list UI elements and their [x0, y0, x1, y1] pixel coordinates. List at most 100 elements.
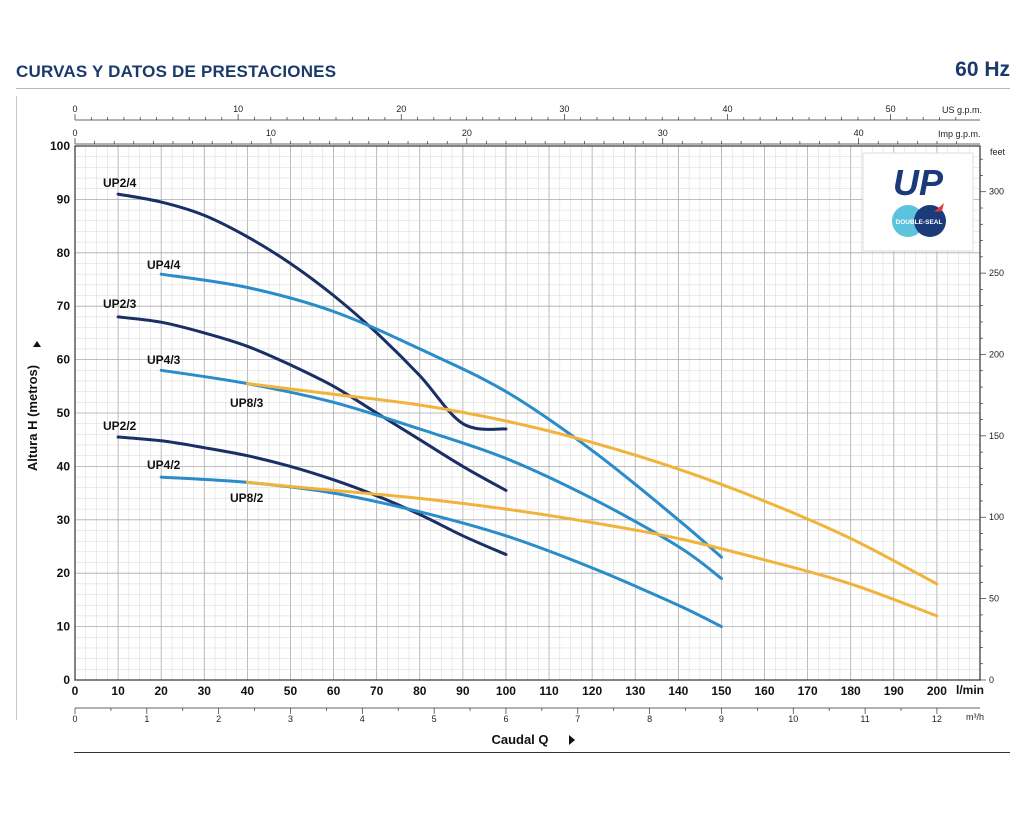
curve-label-up2-4: UP2/4 — [103, 176, 137, 190]
curve-up4-4 — [159, 272, 723, 559]
m3h-tick-label: 1 — [144, 714, 149, 724]
y-tick-label: 50 — [57, 406, 71, 420]
feet-tick-label: 150 — [989, 431, 1004, 441]
x-tick-label: 30 — [198, 684, 212, 698]
bottom-m3h-axis: 0 1 2 3 4 5 6 7 8 9 10 11 12 — [72, 707, 980, 724]
y-tick-label: 90 — [57, 192, 71, 206]
x-tick-label: 0 — [72, 684, 79, 698]
x-tick-label: 80 — [413, 684, 427, 698]
x-unit-label: l/min — [956, 683, 984, 697]
x-tick-label: 200 — [927, 684, 947, 698]
logo-panel — [862, 152, 974, 252]
curve-label-up8-3: UP8/3 — [230, 396, 264, 410]
x-tick-label: 50 — [284, 684, 298, 698]
x-tick-label: 180 — [841, 684, 861, 698]
right-feet-axis: 0 50 100 150 200 250 300 — [980, 158, 1004, 685]
logo-brand-text: UP — [893, 162, 944, 203]
m3h-tick-label: 8 — [647, 714, 652, 724]
m3h-tick-label: 4 — [360, 714, 365, 724]
usgpm-unit-label: US g.p.m. — [942, 105, 982, 115]
x-tick-label: 10 — [111, 684, 125, 698]
m3h-tick-label: 10 — [788, 714, 798, 724]
frequency-label: 60 Hz — [955, 58, 1010, 81]
x-axis-arrow-icon — [569, 735, 575, 745]
feet-tick-label: 200 — [989, 349, 1004, 359]
curve-up2-2 — [116, 435, 508, 556]
m3h-tick-label: 11 — [860, 714, 869, 724]
m3h-tick-label: 9 — [719, 714, 724, 724]
curve-up8-3 — [245, 382, 939, 586]
y-tick-label: 10 — [57, 620, 71, 634]
curve-up8-2 — [245, 480, 939, 618]
usgpm-tick-label: 50 — [886, 104, 896, 114]
impgpm-tick-label: 0 — [72, 128, 77, 138]
m3h-tick-label: 5 — [432, 714, 437, 724]
m3h-tick-label: 2 — [216, 714, 221, 724]
y-tick-label: 70 — [57, 299, 71, 313]
impgpm-tick-label: 20 — [462, 128, 472, 138]
chart-grid — [74, 145, 981, 681]
y-tick-label: 30 — [57, 513, 71, 527]
title-divider — [16, 88, 1010, 89]
x-tick-label: 130 — [625, 684, 645, 698]
m3h-tick-label: 6 — [503, 714, 508, 724]
x-tick-label: 170 — [798, 684, 818, 698]
x-tick-label: 70 — [370, 684, 384, 698]
x-tick-label: 110 — [539, 684, 559, 698]
x-tick-label: 150 — [711, 684, 731, 698]
usgpm-tick-label: 40 — [722, 104, 732, 114]
curve-label-up2-2: UP2/2 — [103, 419, 137, 433]
x-tick-label: 140 — [668, 684, 688, 698]
usgpm-tick-label: 30 — [559, 104, 569, 114]
curve-label-up2-3: UP2/3 — [103, 297, 137, 311]
logo-badge-text: DOUBLE-SEAL — [896, 219, 943, 226]
feet-tick-label: 0 — [989, 675, 994, 685]
x-tick-label: 120 — [582, 684, 602, 698]
m3h-tick-label: 7 — [575, 714, 580, 724]
y-tick-label: 60 — [57, 353, 71, 367]
m3h-unit-label: m³/h — [966, 712, 984, 722]
curve-label-up4-2: UP4/2 — [147, 458, 181, 472]
impgpm-tick-label: 40 — [854, 128, 864, 138]
feet-tick-label: 50 — [989, 594, 999, 604]
x-axis-label: Caudal Q — [491, 732, 548, 747]
x-tick-label: 60 — [327, 684, 341, 698]
x-tick-label: 160 — [755, 684, 775, 698]
m3h-tick-label: 3 — [288, 714, 293, 724]
curve-series: UP2/4 UP2/3 UP2/2 UP4/4 UP4/3 UP4/2 UP8/3 UP8/2 — [103, 176, 939, 629]
feet-tick-label: 100 — [989, 512, 1004, 522]
impgpm-tick-label: 10 — [266, 128, 276, 138]
x-tick-label: 90 — [456, 684, 470, 698]
impgpm-unit-label: Imp g.p.m. — [938, 129, 981, 139]
curve-up2-4 — [116, 192, 508, 431]
page-title: CURVAS Y DATOS DE PRESTACIONES — [16, 62, 337, 81]
x-tick-label: 40 — [241, 684, 255, 698]
left-divider — [16, 96, 17, 720]
axis-labels: Altura H (metros) Caudal Q l/min m³/h US… — [25, 105, 1006, 747]
m3h-tick-label: 12 — [932, 714, 942, 724]
curve-up2-3 — [116, 315, 508, 492]
curve-label-up4-4: UP4/4 — [147, 258, 181, 272]
top-secondary-axes: 0 10 20 30 40 50 0 10 20 30 40 — [72, 104, 980, 145]
curve-label-up4-3: UP4/3 — [147, 353, 181, 367]
y-tick-label: 100 — [50, 139, 70, 153]
y-axis-arrow-icon — [33, 341, 41, 347]
y-tick-label: 80 — [57, 246, 71, 260]
y-tick-label: 20 — [57, 566, 71, 580]
y-tick-label: 40 — [57, 459, 71, 473]
seal-arrow-icon — [934, 203, 944, 212]
y-axis-label: Altura H (metros) — [25, 365, 40, 471]
x-tick-label: 100 — [496, 684, 516, 698]
x-tick-label: 190 — [884, 684, 904, 698]
x-tick-label: 20 — [155, 684, 169, 698]
x-tick-labels: 0 10 20 30 40 50 60 70 80 90 100 110 120 130 140 150 160… — [72, 684, 948, 698]
y-tick-labels: 0 10 20 30 40 50 60 70 80 90 100 — [50, 139, 70, 687]
y-tick-label: 0 — [63, 673, 70, 687]
usgpm-tick-label: 10 — [233, 104, 243, 114]
double-seal-badge-icon — [892, 205, 924, 237]
feet-tick-label: 250 — [989, 268, 1004, 278]
impgpm-tick-label: 30 — [658, 128, 668, 138]
usgpm-tick-label: 0 — [72, 104, 77, 114]
feet-unit-label: feet — [990, 147, 1006, 157]
plot-frame — [74, 145, 981, 681]
